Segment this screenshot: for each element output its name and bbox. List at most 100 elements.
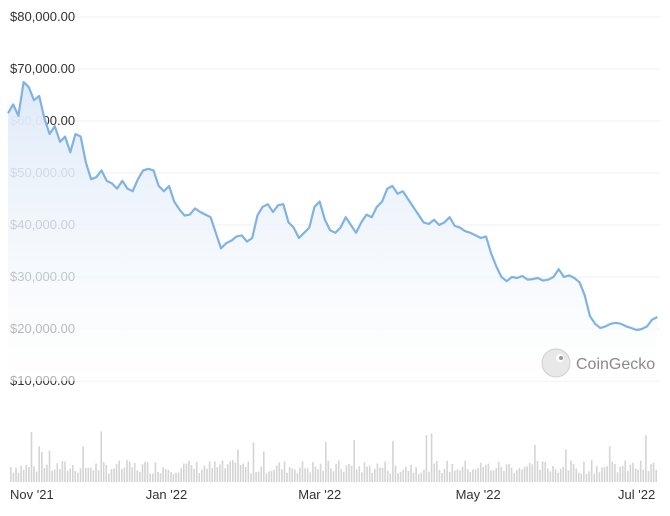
volume-bar (41, 452, 43, 482)
volume-bar (467, 469, 469, 482)
volume-bar (464, 460, 466, 482)
volume-bar (35, 471, 38, 482)
volume-bar (113, 468, 115, 482)
volume-bar (402, 469, 404, 482)
volume-bar (454, 470, 456, 482)
volume-bar (585, 473, 588, 482)
volume-bar (436, 461, 438, 482)
volume-bar (257, 471, 260, 482)
volume-bar (425, 435, 428, 482)
volume-bar (386, 470, 389, 482)
volume-bar (268, 471, 270, 482)
volume-bar (583, 461, 585, 482)
volume-bar (459, 470, 461, 482)
volume-bar (361, 472, 363, 482)
volume-bar (518, 467, 521, 482)
volume-bar (296, 473, 299, 482)
volume-bar (53, 469, 56, 482)
volume-bar (441, 473, 443, 482)
y-tick-label: $70,000.00 (10, 61, 75, 76)
volume-bar (20, 465, 22, 482)
volume-bar (177, 472, 180, 482)
volume-bar (10, 467, 12, 482)
volume-bar (603, 467, 606, 482)
volume-bar (219, 464, 221, 482)
volume-bar (322, 470, 324, 482)
volume-bar (51, 470, 53, 482)
volume-bar (56, 463, 59, 482)
volume-bar (562, 466, 565, 482)
volume-bar (353, 439, 355, 482)
volume-bars (10, 431, 657, 482)
x-axis-labels: Nov '21 Jan '22 Mar '22 May '22 Jul '22 (10, 487, 655, 502)
gecko-logo-icon (541, 348, 571, 378)
volume-bar (12, 472, 15, 482)
volume-bar (301, 461, 304, 482)
volume-bar (255, 471, 257, 482)
volume-bar (247, 461, 250, 482)
volume-bar (244, 467, 247, 482)
volume-bar (606, 466, 608, 482)
watermark-text: CoinGecko (576, 356, 655, 373)
volume-bar (479, 462, 482, 482)
volume-bar (133, 462, 136, 482)
volume-bar (645, 435, 647, 482)
volume-bar (61, 461, 64, 482)
volume-bar (325, 441, 327, 482)
volume-bar (596, 466, 598, 482)
volume-bar (642, 469, 645, 482)
price-line (7, 80, 658, 332)
volume-bar (291, 468, 293, 482)
volume-bar (423, 469, 425, 482)
volume-bar (263, 451, 265, 482)
volume-bar (371, 472, 373, 482)
volume-bar (407, 471, 410, 482)
volume-bar (557, 472, 559, 482)
volume-bar (389, 473, 392, 482)
volume-bar (392, 440, 394, 482)
volume-bar (394, 465, 397, 482)
volume-bar (650, 464, 652, 482)
volume-bar (547, 468, 549, 482)
volume-bar (250, 473, 252, 482)
volume-bar (234, 462, 237, 482)
volume-bar (77, 472, 79, 482)
volume-bar (139, 471, 141, 482)
volume-bar (332, 471, 335, 482)
volume-bar (195, 461, 198, 482)
volume-bar (144, 461, 146, 482)
volume-bar (281, 469, 283, 482)
volume-bar (451, 464, 454, 482)
volume-bar (397, 473, 399, 482)
volume-bar (428, 471, 430, 482)
volume-bar (126, 460, 128, 482)
price-area (7, 80, 658, 381)
volume-bar (206, 468, 208, 482)
volume-bar (477, 468, 479, 482)
volume-bar (309, 472, 312, 482)
volume-bar (624, 460, 626, 482)
x-tick-label: Jul '22 (618, 487, 655, 502)
volume-bar (229, 461, 231, 482)
x-tick-label: May '22 (456, 487, 501, 502)
volume-bar (379, 467, 381, 482)
volume-bar (237, 449, 239, 482)
volume-bar (198, 473, 201, 482)
volume-bar (108, 473, 110, 482)
volume-bar (526, 466, 528, 482)
volume-bar (30, 432, 33, 482)
volume-bar (629, 464, 632, 482)
volume-bar (513, 473, 515, 482)
volume-bar (627, 470, 629, 482)
volume-bar (456, 469, 459, 482)
volume-bar (252, 442, 255, 482)
volume-bar (343, 471, 345, 482)
volume-bar (260, 466, 262, 482)
x-tick-label: Jan '22 (146, 487, 188, 502)
volume-bar (59, 469, 61, 482)
volume-bar (637, 469, 639, 482)
volume-bar (270, 470, 273, 482)
volume-bar (487, 463, 490, 482)
volume-bar (368, 465, 371, 482)
volume-bar (224, 468, 226, 482)
